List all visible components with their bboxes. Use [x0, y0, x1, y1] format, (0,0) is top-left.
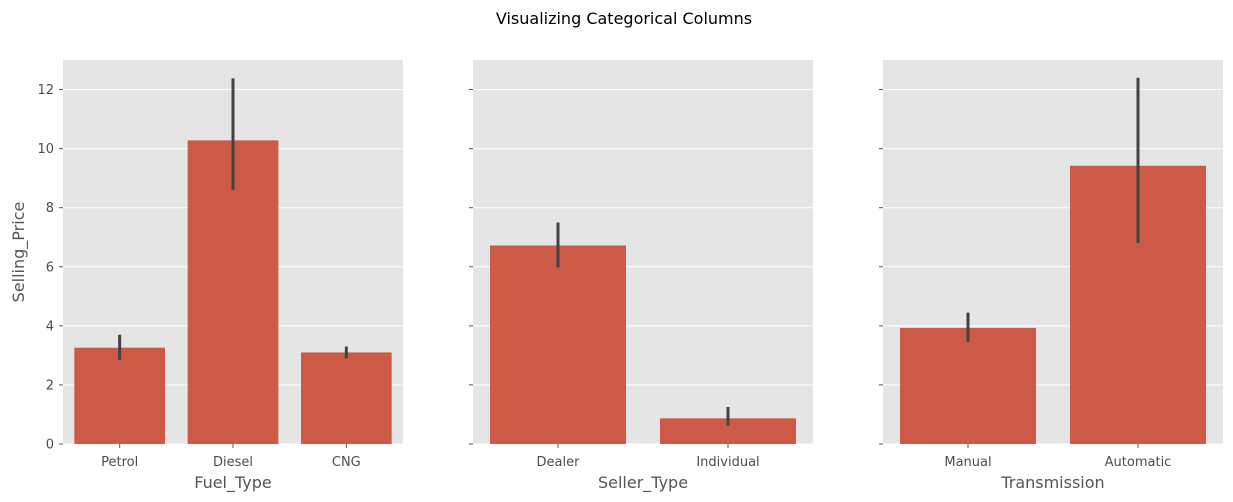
x-tick-label: Automatic	[1105, 455, 1172, 470]
y-axis-label: Selling_Price	[9, 202, 29, 303]
y-tick-label: 2	[46, 378, 54, 393]
x-tick-label: CNG	[332, 455, 361, 470]
bar-petrol	[74, 347, 165, 444]
x-axis-label: Transmission	[1000, 473, 1104, 492]
y-tick-label: 8	[46, 201, 54, 216]
subplot-2: Dealer Individual Seller_Type	[469, 60, 813, 493]
subplots: 0 2 4 6 8 10 12 Petrol Diesel CNG Fuel_Type Selling…	[9, 60, 1223, 493]
x-tick-label: Petrol	[101, 455, 138, 470]
x-axis-label: Seller_Type	[598, 473, 688, 493]
y-tick-label: 6	[46, 260, 54, 275]
bar-manual	[900, 327, 1036, 444]
bar-diesel	[187, 140, 279, 445]
x-tick-label: Individual	[696, 455, 759, 470]
x-axis-label: Fuel_Type	[194, 473, 272, 493]
x-tick-label: Diesel	[213, 455, 253, 470]
figure-suptitle: Visualizing Categorical Columns	[496, 9, 752, 28]
subplot-1: 0 2 4 6 8 10 12 Petrol Diesel CNG Fuel_Type Selling…	[9, 60, 403, 493]
bar-cng	[301, 352, 392, 444]
y-tick-label: 4	[46, 319, 54, 334]
bar-dealer	[490, 245, 626, 444]
x-tick-label: Manual	[944, 455, 991, 470]
x-tick-label: Dealer	[537, 455, 581, 470]
y-tick-label: 10	[37, 142, 54, 157]
y-tick-label: 12	[37, 83, 54, 98]
y-tick-label: 0	[46, 438, 54, 453]
